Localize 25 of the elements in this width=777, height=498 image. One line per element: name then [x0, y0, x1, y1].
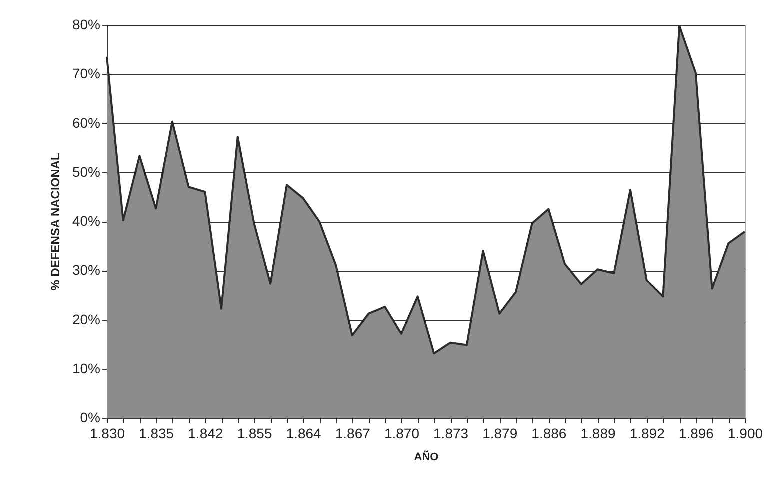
y-tick-label: 70% [72, 66, 100, 82]
y-tick-label: 10% [72, 360, 100, 376]
x-tick-label: 1.873 [434, 426, 469, 442]
x-tick-label: 1.886 [532, 426, 567, 442]
x-tick-label: 1.870 [384, 426, 420, 442]
x-tick-label: 1.900 [728, 426, 764, 442]
x-tick-label: 1.864 [286, 426, 322, 442]
x-tick-label: 1.830 [90, 426, 126, 442]
x-tick-label: 1.889 [580, 426, 616, 442]
y-axis-title: % DEFENSA NACIONAL [48, 153, 62, 291]
y-tick-label: 40% [72, 213, 100, 229]
y-tick-label: 60% [72, 114, 100, 131]
y-tick-label: 30% [72, 262, 100, 278]
y-tick-label: 0% [80, 410, 100, 426]
x-tick-label: 1.855 [237, 426, 272, 442]
x-axis-title: AÑO [414, 450, 440, 464]
x-tick-label: 1.896 [678, 426, 714, 442]
y-tick-label: 80% [72, 16, 100, 32]
x-tick-label: 1.842 [188, 426, 224, 442]
x-tick-label: 1.835 [139, 426, 174, 442]
x-tick-label: 1.892 [630, 426, 666, 442]
y-tick-label: 50% [72, 164, 100, 180]
x-tick-label: 1.867 [335, 426, 371, 442]
y-tick-label: 20% [72, 311, 100, 328]
x-tick-label: 1.879 [482, 426, 518, 442]
